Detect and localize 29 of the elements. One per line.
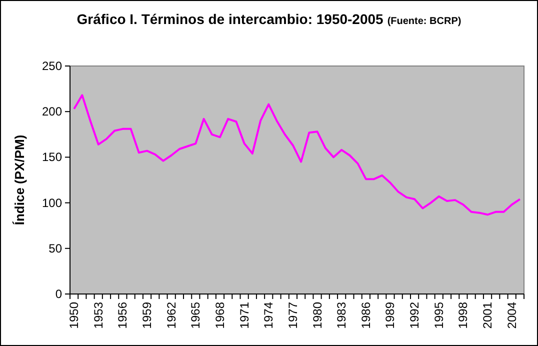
x-tick-label: 1986 [358, 302, 373, 329]
y-tick-label: 0 [55, 287, 62, 301]
y-axis-title: Índice (PX/PM) [12, 134, 27, 226]
text: (Fuente: BCRP) [387, 16, 462, 27]
y-tick-label: 100 [42, 196, 62, 210]
x-tick-label: 1950 [67, 302, 82, 329]
x-tick-label: 1983 [334, 302, 349, 329]
x-tick-label: 1959 [140, 302, 154, 329]
x-tick-label: 2001 [480, 302, 495, 329]
x-tick-label: 1953 [91, 302, 106, 329]
chart-title: Gráfico I. Términos de intercambio: 1950-2005 [76, 11, 384, 27]
x-tick-label: 1971 [237, 302, 252, 329]
x-tick-label: 1992 [408, 302, 422, 329]
x-tick-label: 1965 [188, 302, 203, 329]
x-tick-label: 1956 [116, 302, 130, 329]
y-tick-label: 250 [42, 59, 62, 73]
x-tick-label: 1980 [310, 302, 324, 329]
x-tick-label: 1998 [456, 302, 470, 329]
x-tick-label: 1977 [286, 302, 300, 329]
x-tick-label: 1974 [262, 302, 276, 329]
x-tick-label: 1968 [212, 302, 227, 329]
x-tick-label: 1995 [432, 302, 446, 329]
x-tick-label: 2004 [504, 302, 519, 329]
y-tick-label: 50 [48, 241, 62, 256]
x-tick-label: 1962 [164, 302, 178, 329]
x-tick-label: 1989 [383, 302, 398, 329]
y-tick-label: 150 [42, 150, 62, 164]
y-tick-label: 200 [42, 104, 62, 119]
line-series [73, 94, 521, 216]
